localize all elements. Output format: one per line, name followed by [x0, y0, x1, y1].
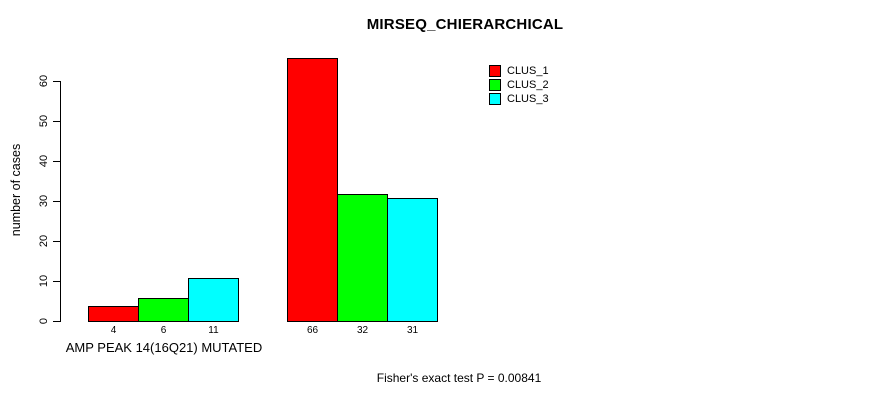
y-tick — [53, 121, 60, 122]
x-group-label: AMP PEAK 14(16Q21) MUTATED — [65, 340, 263, 355]
legend-swatch-clus_2 — [489, 79, 501, 91]
legend-item: CLUS_1 — [489, 64, 549, 78]
legend-swatch-clus_3 — [489, 93, 501, 105]
legend-swatch-clus_1 — [489, 65, 501, 77]
y-tick — [53, 81, 60, 82]
bar-clus_2-group1 — [138, 298, 189, 322]
bar-value-label: 66 — [306, 325, 319, 336]
legend-item: CLUS_3 — [489, 92, 549, 106]
legend-label: CLUS_3 — [507, 93, 549, 105]
footnote-fisher-test: Fisher's exact test P = 0.00841 — [376, 371, 542, 385]
bar-clus_1-group1 — [88, 306, 139, 322]
bar-value-label: 4 — [110, 325, 117, 336]
y-tick — [53, 321, 60, 322]
y-tick — [53, 201, 60, 202]
bar-value-label: 11 — [208, 325, 219, 336]
legend-item: CLUS_2 — [489, 78, 549, 92]
legend: CLUS_1 CLUS_2 CLUS_3 — [489, 64, 549, 106]
chart-title: MIRSEQ_CHIERARCHICAL — [366, 16, 564, 33]
y-tick-label: 20 — [38, 234, 50, 248]
y-tick-label: 50 — [38, 114, 50, 128]
y-tick — [53, 161, 60, 162]
y-tick — [53, 281, 60, 282]
bar-value-label: 6 — [160, 325, 167, 336]
y-tick-label: 40 — [38, 154, 50, 168]
bar-clus_3-group2 — [387, 198, 438, 322]
y-tick-label: 10 — [38, 274, 50, 288]
bar-clus_3-group1 — [188, 278, 239, 322]
bar-value-label: 31 — [406, 325, 419, 336]
legend-label: CLUS_1 — [507, 65, 549, 77]
y-tick-label: 0 — [38, 317, 50, 325]
y-axis-line — [60, 81, 61, 322]
bar-clus_1-group2 — [287, 58, 338, 322]
bar-clus_2-group2 — [337, 194, 388, 322]
y-tick-label: 60 — [38, 74, 50, 88]
bar-value-label: 32 — [356, 325, 369, 336]
y-axis-label: number of cases — [9, 143, 23, 237]
y-tick — [53, 241, 60, 242]
legend-label: CLUS_2 — [507, 79, 549, 91]
y-tick-label: 30 — [38, 194, 50, 208]
